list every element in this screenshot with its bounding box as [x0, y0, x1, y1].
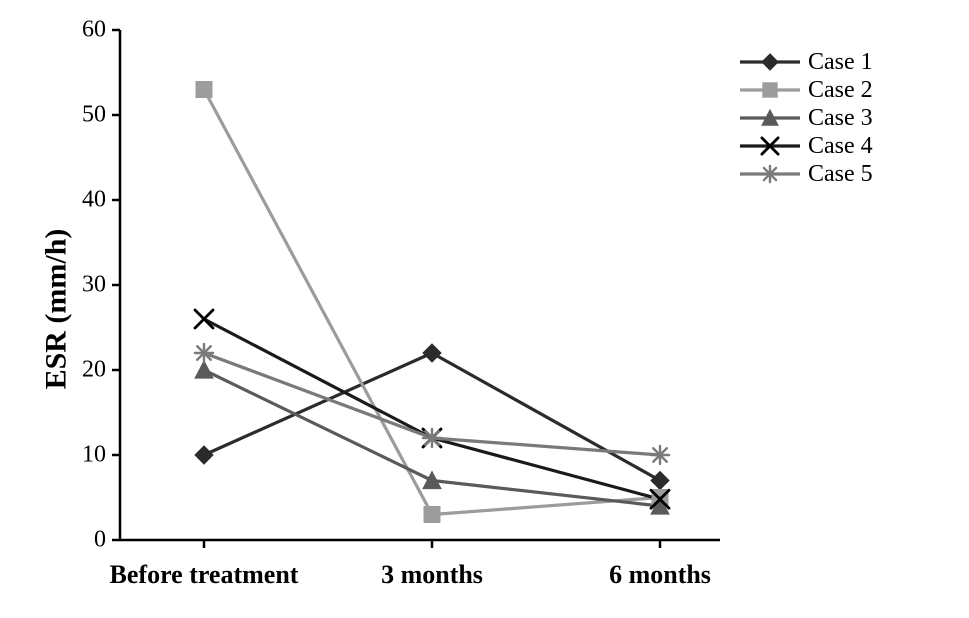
y-tick-label: 10 [82, 442, 106, 469]
legend-swatch [740, 80, 800, 100]
y-tick-label: 50 [82, 102, 106, 129]
legend-row: Case 3 [740, 104, 873, 132]
legend: Case 1Case 2Case 3Case 4Case 5 [740, 48, 873, 188]
y-tick-label: 20 [82, 357, 106, 384]
y-tick-label: 60 [82, 17, 106, 44]
legend-label: Case 4 [808, 133, 873, 160]
legend-row: Case 2 [740, 76, 873, 104]
legend-swatch [740, 108, 800, 128]
legend-row: Case 4 [740, 132, 873, 160]
legend-label: Case 1 [808, 49, 873, 76]
legend-label: Case 5 [808, 161, 873, 188]
x-tick-label: 3 months [381, 560, 483, 590]
y-tick-label: 40 [82, 187, 106, 214]
legend-swatch [740, 52, 800, 72]
y-tick-label: 30 [82, 272, 106, 299]
legend-label: Case 3 [808, 105, 873, 132]
chart-container: ESR (mm/h) Case 1Case 2Case 3Case 4Case … [0, 0, 969, 618]
legend-swatch [740, 136, 800, 156]
x-tick-label: Before treatment [110, 560, 299, 590]
legend-swatch [740, 164, 800, 184]
y-tick-label: 0 [94, 527, 106, 554]
x-tick-label: 6 months [609, 560, 711, 590]
legend-label: Case 2 [808, 77, 873, 104]
y-axis-label: ESR (mm/h) [39, 229, 73, 390]
legend-row: Case 5 [740, 160, 873, 188]
legend-row: Case 1 [740, 48, 873, 76]
